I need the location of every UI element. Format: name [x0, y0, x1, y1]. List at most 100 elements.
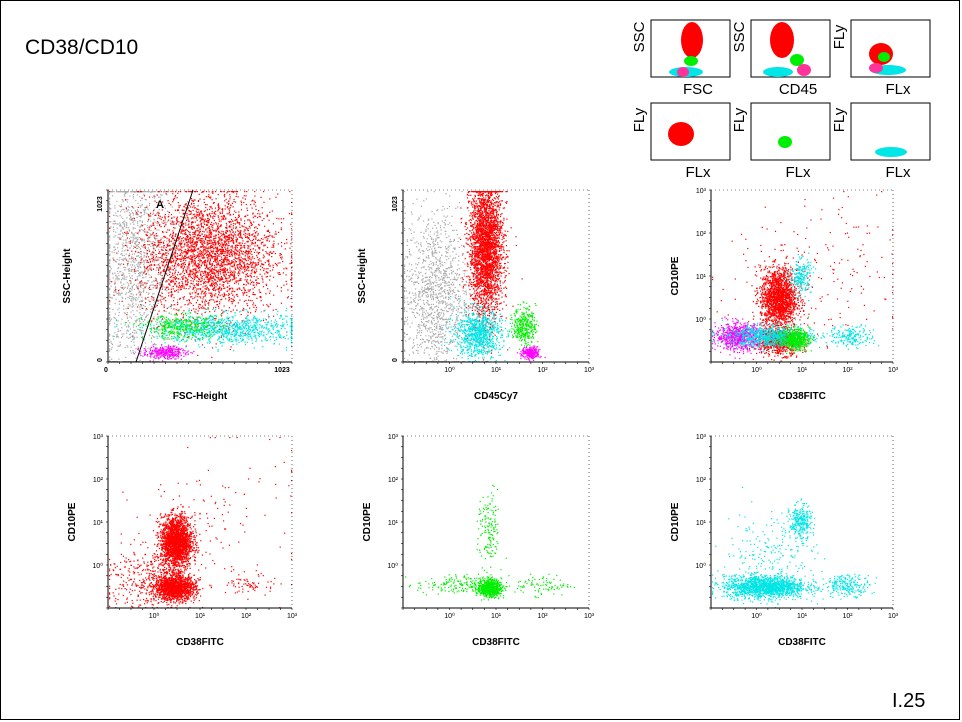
event-dot [256, 276, 258, 278]
event-dot [149, 203, 151, 205]
event-dot [122, 258, 124, 260]
event-dot [247, 311, 249, 313]
event-dot [178, 205, 180, 207]
event-dot [165, 252, 167, 254]
event-dot [204, 218, 206, 220]
event-dot [194, 247, 196, 249]
event-dot [253, 236, 255, 238]
event-dot [119, 257, 121, 259]
event-dot [208, 227, 210, 229]
event-dot [149, 259, 151, 261]
event-dot [126, 191, 129, 193]
event-dot [132, 284, 134, 286]
event-dot [170, 267, 172, 269]
event-dot [153, 316, 155, 318]
event-dot [163, 326, 166, 328]
event-dot [224, 237, 226, 239]
event-dot [164, 236, 166, 238]
event-dot [229, 198, 231, 200]
event-dot [173, 197, 176, 200]
event-dot [202, 272, 204, 274]
event-dot [217, 205, 220, 207]
event-dot [228, 327, 230, 329]
event-dot [142, 284, 144, 286]
event-dot [221, 249, 223, 251]
event-dot [149, 236, 151, 238]
event-dot [194, 262, 196, 265]
event-dot [212, 288, 214, 290]
event-dot [156, 221, 159, 223]
event-dot [148, 258, 150, 260]
event-dot [164, 358, 166, 360]
event-dot [179, 244, 181, 246]
event-dot [154, 285, 156, 287]
event-dot [227, 245, 229, 247]
event-dot [261, 277, 263, 279]
event-dot [141, 329, 143, 331]
event-dot [252, 266, 254, 268]
event-dot [257, 253, 259, 255]
event-dot [232, 261, 234, 263]
event-dot [166, 231, 168, 233]
event-dot [207, 276, 209, 279]
event-dot [214, 273, 216, 275]
event-dot [224, 257, 226, 259]
event-dot [226, 202, 228, 204]
event-dot [174, 252, 176, 254]
event-dot [148, 227, 150, 229]
event-dot [229, 221, 231, 223]
event-dot [199, 267, 201, 269]
event-dot [254, 195, 256, 197]
event-dot [176, 264, 179, 266]
event-dot [196, 276, 199, 278]
event-dot [229, 255, 231, 257]
event-dot [225, 273, 227, 275]
event-dot [207, 236, 209, 238]
event-dot [247, 283, 249, 285]
event-dot [232, 206, 234, 208]
event-dot [252, 217, 254, 219]
event-dot [197, 200, 199, 202]
event-dot [218, 250, 220, 252]
event-dot [200, 306, 202, 309]
event-dot [184, 281, 187, 283]
event-dot [143, 260, 145, 262]
event-dot [153, 244, 155, 246]
event-dot [169, 271, 171, 273]
event-dot [213, 219, 215, 221]
event-dot [211, 206, 213, 208]
event-dot [122, 259, 124, 262]
event-dot [244, 257, 246, 260]
event-dot [217, 305, 220, 307]
event-dot [220, 220, 222, 222]
legend-ylabel: FLy [831, 24, 848, 49]
event-dot [168, 219, 170, 221]
event-dot [252, 261, 254, 263]
event-dot [183, 209, 185, 211]
event-dot [233, 275, 236, 277]
event-dot [241, 225, 243, 227]
event-dot [192, 271, 194, 273]
event-dot [130, 335, 132, 337]
event-dot [195, 229, 197, 232]
event-dot [133, 238, 135, 240]
event-dot [140, 254, 142, 256]
event-dot [165, 287, 167, 289]
event-dot [145, 234, 147, 236]
event-dot [266, 252, 268, 254]
event-dot [185, 315, 187, 317]
event-dot [137, 236, 139, 238]
event-dot [171, 255, 173, 258]
event-dot [113, 316, 115, 319]
event-dot [116, 277, 118, 280]
event-dot [212, 250, 214, 252]
event-dot [257, 259, 259, 261]
event-dot [166, 280, 168, 282]
event-dot [139, 230, 141, 232]
event-dot [170, 292, 173, 294]
event-dot [219, 271, 221, 273]
event-dot [187, 239, 189, 241]
event-dot [193, 226, 195, 228]
event-dot [199, 261, 201, 263]
event-dot [215, 270, 217, 272]
